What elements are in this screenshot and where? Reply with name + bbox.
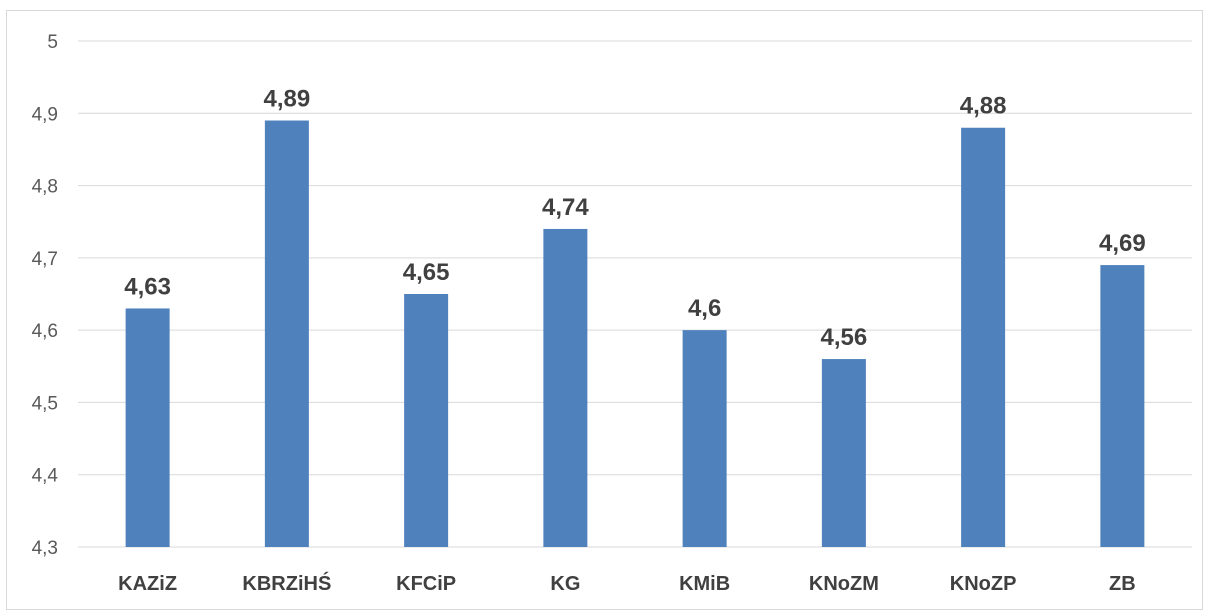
category-label: KG — [550, 573, 580, 595]
bar — [682, 330, 727, 547]
bar — [1100, 265, 1145, 547]
data-label: 4,6 — [688, 295, 721, 322]
y-tick-label: 4,7 — [32, 249, 58, 270]
gridlines — [78, 40, 1192, 548]
category-label: KAZiZ — [118, 573, 177, 595]
bar — [264, 120, 309, 547]
y-tick-label: 4,5 — [32, 393, 58, 414]
y-tick-label: 4,3 — [32, 538, 58, 559]
data-label: 4,74 — [542, 194, 589, 221]
data-label: 4,88 — [960, 93, 1007, 120]
bar — [404, 294, 449, 547]
bars — [125, 120, 1145, 547]
bar — [821, 359, 866, 547]
category-label: KBRZiHŚ — [242, 571, 331, 595]
y-tick-label: 5 — [47, 32, 58, 53]
data-label: 4,56 — [821, 324, 868, 351]
bar — [125, 308, 170, 547]
category-label: KNoZP — [950, 573, 1017, 595]
y-tick-label: 4,6 — [32, 321, 58, 342]
y-tick-label: 4,4 — [32, 466, 59, 487]
data-labels: 4,63 4,89 4,65 4,74 4,6 4,56 4,88 4,69 — [124, 86, 1145, 352]
category-label: KNoZM — [809, 573, 879, 595]
data-label: 4,63 — [124, 273, 171, 300]
category-label: KMiB — [679, 573, 730, 595]
y-tick-label: 4,9 — [32, 104, 58, 125]
y-axis-ticks: 4,3 4,4 4,5 4,6 4,7 4,8 4,9 5 — [32, 32, 59, 559]
category-label: ZB — [1109, 573, 1136, 595]
x-axis-categories: KAZiZ KBRZiHŚ KFCiP KG KMiB KNoZM KNoZP ZB — [118, 571, 1136, 595]
category-label: KFCiP — [396, 573, 456, 595]
bar — [543, 228, 588, 547]
y-tick-label: 4,8 — [32, 177, 58, 198]
data-label: 4,69 — [1099, 230, 1146, 257]
bar — [961, 127, 1006, 547]
data-label: 4,89 — [264, 86, 311, 113]
data-label: 4,65 — [403, 259, 450, 286]
